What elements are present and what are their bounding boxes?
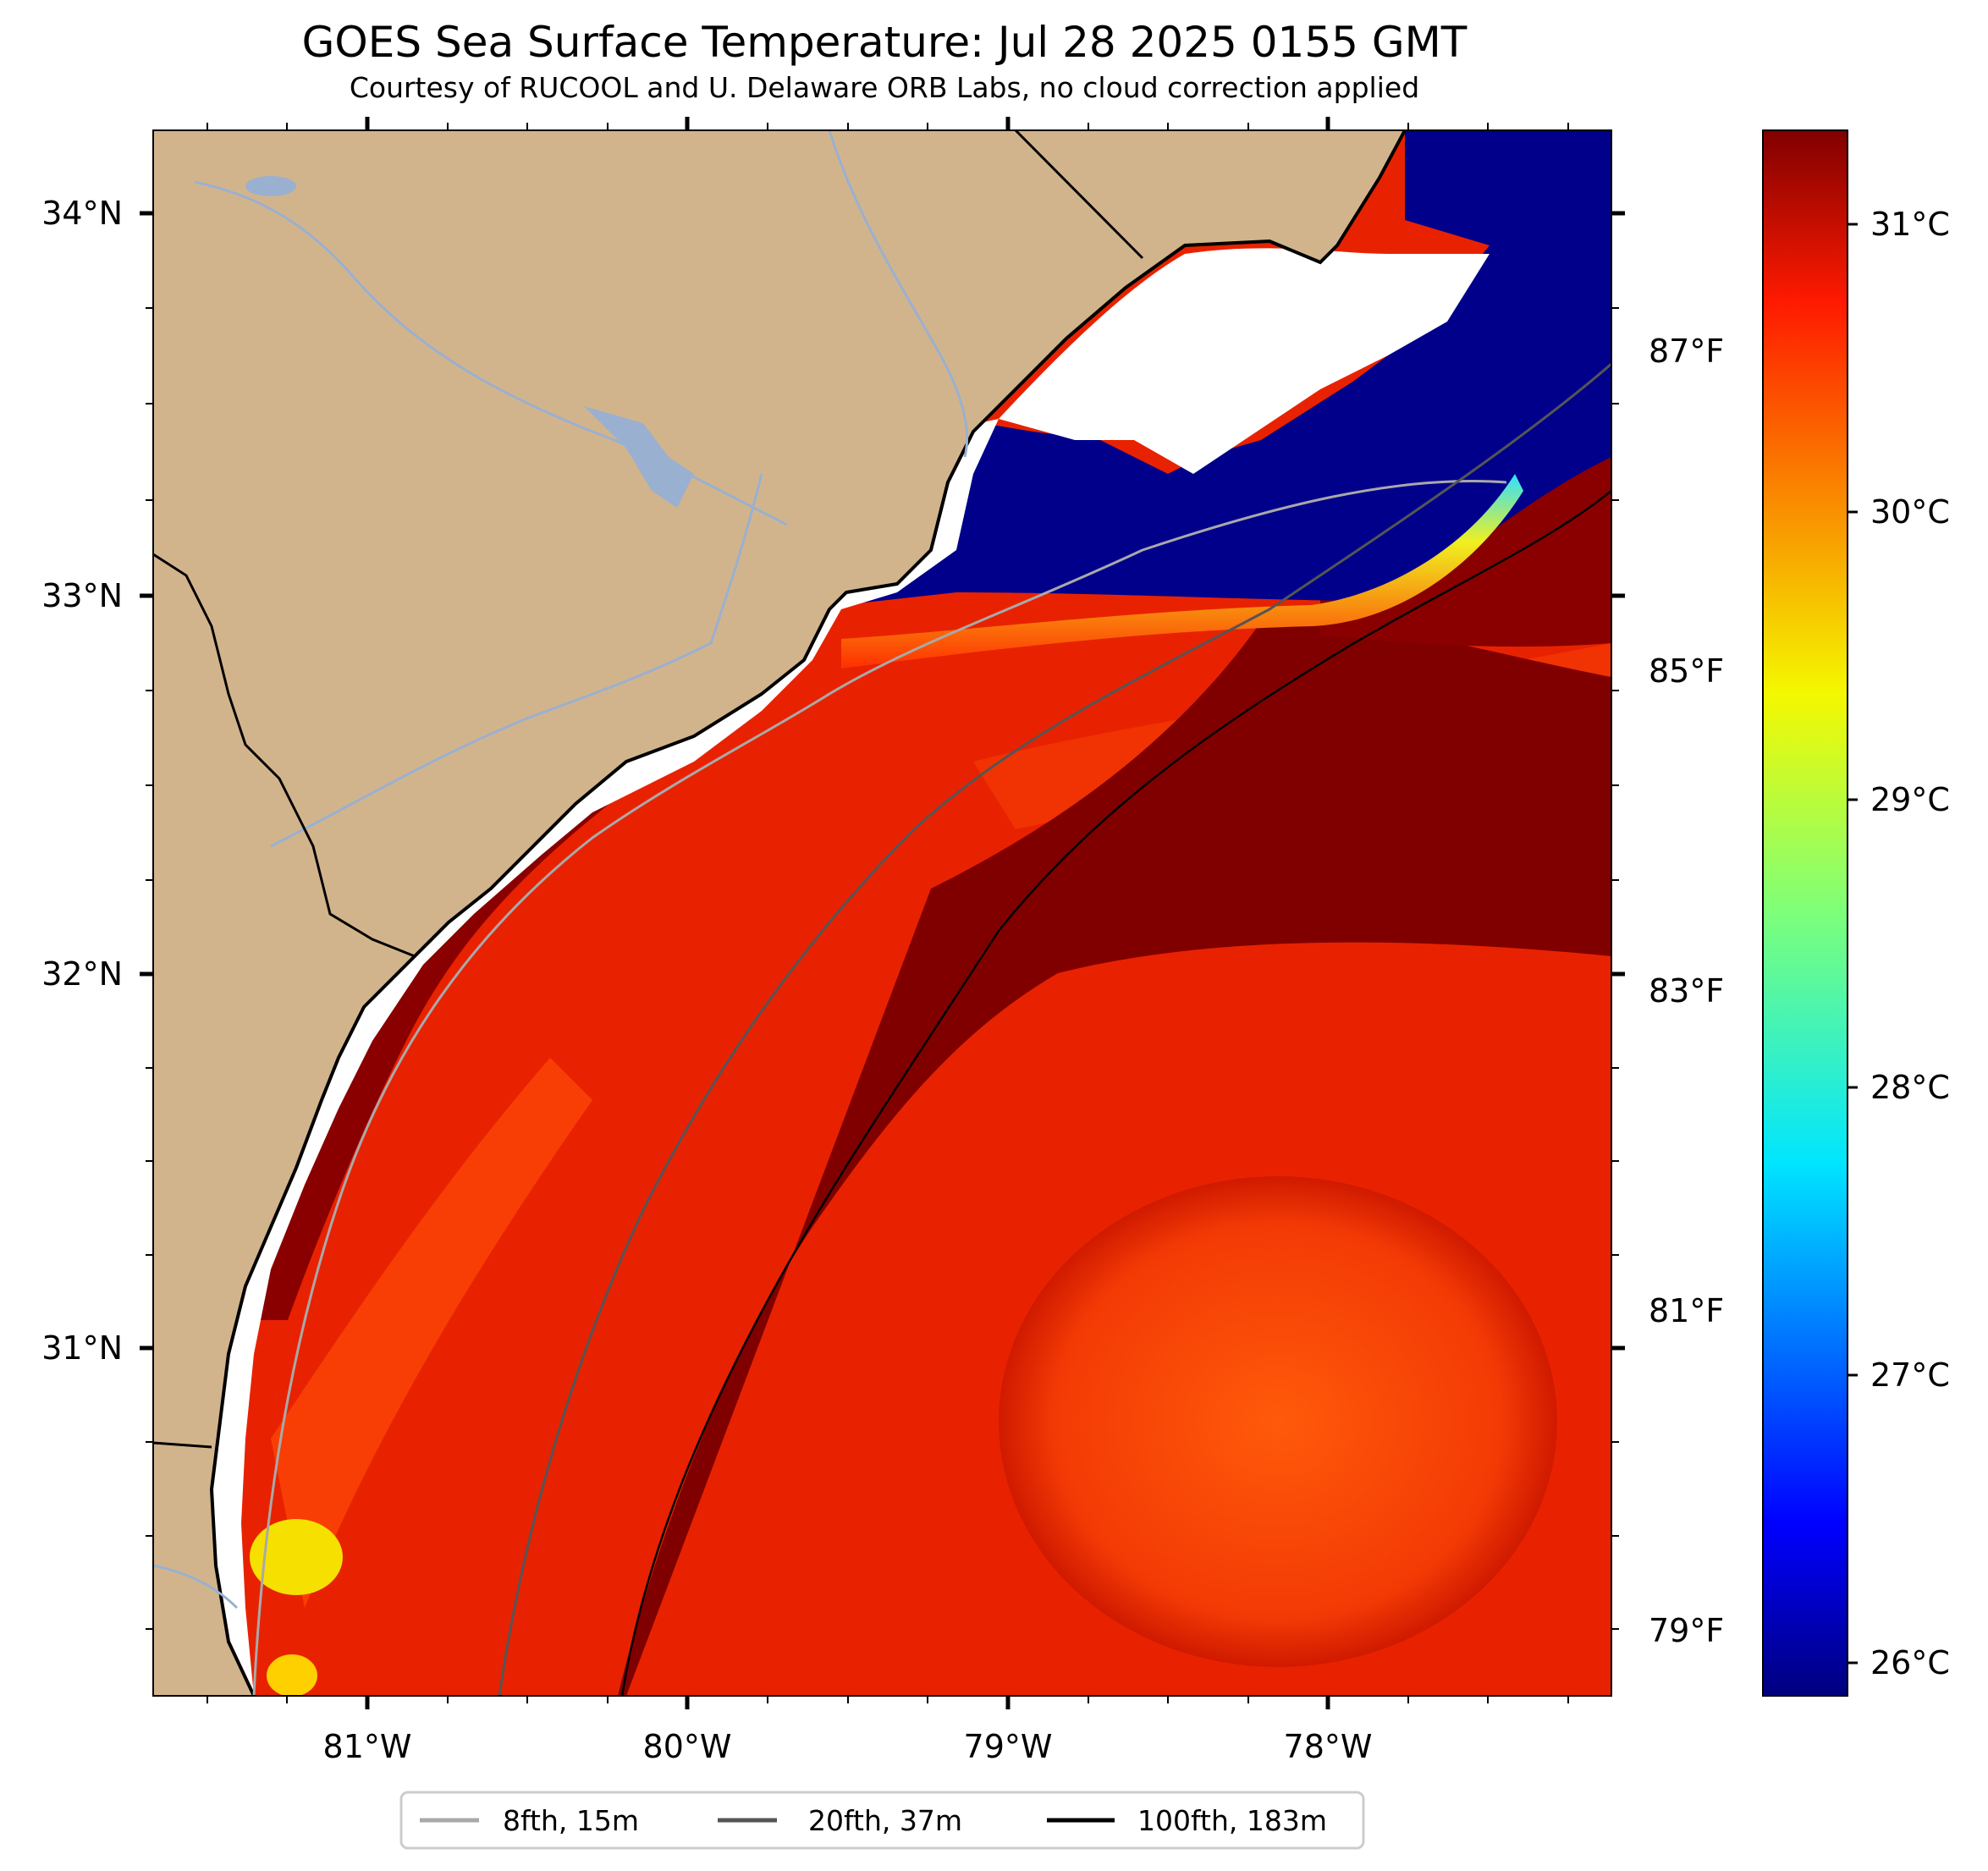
fahrenheit-tick-label: 85°F [1649, 652, 1724, 690]
fahrenheit-tick-label: 87°F [1649, 333, 1724, 370]
isobath-8fth [252, 479, 1507, 1696]
isobath-20fth [498, 362, 1611, 1696]
y-major-ticks [140, 211, 1625, 1351]
fahrenheit-tick-label: 81°F [1649, 1292, 1724, 1329]
map-frame [152, 129, 1612, 1697]
land [153, 130, 1405, 1696]
y-tick-label: 31°N [41, 1329, 123, 1367]
map-panel [153, 130, 1611, 1696]
legend: 8fth, 15m 20fth, 37m 100fth, 183m [399, 1791, 1365, 1850]
state-border [153, 553, 416, 958]
colorbar-ticks [1848, 223, 1858, 1665]
warm-patch [271, 1058, 592, 1608]
y-tick-label: 32°N [41, 955, 123, 993]
lake [584, 406, 694, 508]
lake [245, 176, 296, 196]
x-major-ticks [365, 117, 1330, 1709]
colorbar-label: 28°C [1870, 1069, 1950, 1106]
coastal-warm-strip [241, 779, 609, 1320]
colorbar-label: 29°C [1870, 781, 1950, 818]
x-tick-label: 79°W [964, 1728, 1053, 1765]
chart-subtitle: Courtesy of RUCOOL and U. Delaware ORB L… [349, 71, 1420, 104]
legend-box [399, 1791, 1365, 1850]
cold-upwelling-region [841, 130, 1611, 605]
y-tick-label: 33°N [41, 577, 123, 614]
coastline [209, 130, 1407, 1696]
colorbar-label: 30°C [1870, 493, 1950, 531]
state-border [153, 1441, 212, 1449]
x-tick-label: 78°W [1284, 1728, 1373, 1765]
river [270, 473, 763, 848]
colorbar-label: 27°C [1870, 1356, 1950, 1394]
colorbar-label: 26°C [1870, 1644, 1950, 1681]
legend-label: 8fth, 15m [503, 1804, 639, 1837]
state-border [1014, 130, 1144, 260]
warm-patch [250, 1519, 343, 1595]
river [828, 130, 969, 458]
y-tick-label: 34°N [41, 195, 123, 232]
minor-ticks [146, 123, 1619, 1703]
colorbar-label: 31°C [1870, 206, 1950, 243]
colorbar [1762, 129, 1848, 1697]
isobath-100fth [620, 490, 1611, 1696]
legend-label: 20fth, 37m [808, 1804, 962, 1837]
river [153, 1564, 239, 1610]
no-data-area [999, 248, 1490, 474]
fahrenheit-tick-label: 83°F [1649, 972, 1724, 1010]
x-tick-label: 81°W [323, 1728, 412, 1765]
x-tick-label: 80°W [643, 1728, 732, 1765]
fahrenheit-tick-label: 79°F [1649, 1612, 1724, 1649]
chart-title: GOES Sea Surface Temperature: Jul 28 202… [301, 18, 1468, 67]
thermal-front [841, 474, 1523, 669]
warm-patch [267, 1654, 317, 1696]
legend-label: 100fth, 183m [1137, 1804, 1327, 1837]
gulf-stream-core [618, 609, 1611, 1696]
warm-eddy [999, 1176, 1557, 1667]
